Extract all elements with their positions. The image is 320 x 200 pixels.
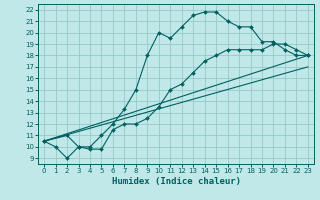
X-axis label: Humidex (Indice chaleur): Humidex (Indice chaleur)	[111, 177, 241, 186]
